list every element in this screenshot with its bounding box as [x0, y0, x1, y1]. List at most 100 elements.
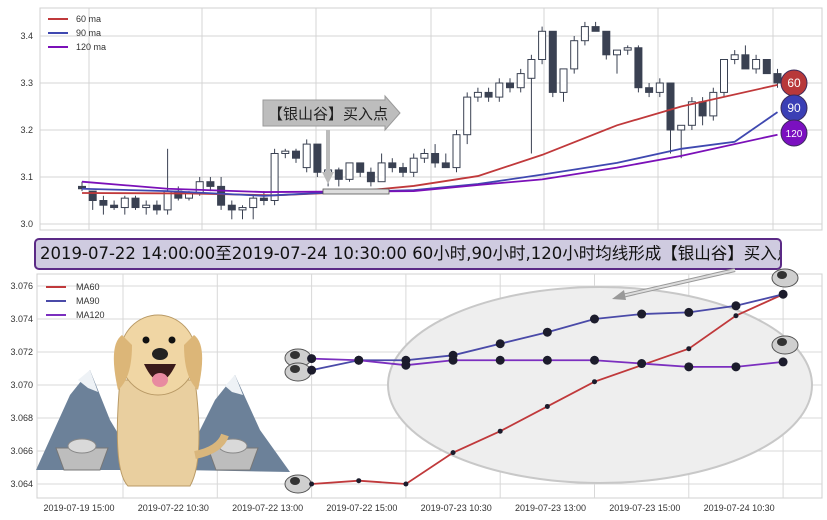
- candle: [613, 49, 621, 74]
- candle: [259, 191, 268, 206]
- candle-body-up: [613, 49, 621, 56]
- silver-ingot-top: [67, 438, 97, 454]
- data-point-MA60: [592, 379, 597, 385]
- candle: [388, 158, 397, 173]
- down-arrow-shaft: [326, 130, 330, 174]
- legend-label: MA90: [76, 296, 100, 306]
- candle: [441, 153, 450, 169]
- candle-body-up: [495, 82, 504, 98]
- data-point-MA120: [778, 357, 788, 367]
- candle-body-up: [377, 162, 386, 183]
- candle-body-down: [259, 197, 268, 201]
- ingot-shadow: [290, 351, 300, 359]
- data-point-MA120: [590, 355, 599, 365]
- candle-body-down: [227, 204, 236, 211]
- candle: [270, 148, 279, 206]
- data-point-MA120: [307, 354, 317, 364]
- candle: [99, 195, 108, 215]
- candle-body-down: [441, 162, 450, 169]
- candle-body-up: [623, 47, 632, 51]
- data-point-MA60: [309, 481, 315, 487]
- data-point-MA90: [401, 355, 411, 365]
- dog-mouth: [144, 364, 176, 381]
- candle: [655, 78, 664, 98]
- candle-body-down: [666, 82, 675, 131]
- dog-ear-left: [113, 335, 132, 390]
- x-tick-label: 2019-07-22 10:30: [138, 503, 209, 513]
- dog-tongue: [152, 373, 168, 387]
- candle: [120, 195, 129, 215]
- candle: [110, 200, 119, 210]
- candle: [516, 68, 525, 93]
- signal-range-box: [322, 188, 390, 195]
- dog-eye: [168, 336, 176, 344]
- candle-body-down: [152, 204, 161, 211]
- candle-body-down: [313, 143, 322, 173]
- data-point-MA90: [684, 307, 694, 317]
- y-tick-label: 3.2: [20, 125, 33, 135]
- badge-label: 60: [787, 76, 801, 90]
- candle-body-up: [120, 197, 129, 209]
- candle: [484, 87, 493, 102]
- candle-body-down: [356, 162, 365, 173]
- data-point-MA120: [684, 362, 694, 372]
- candle: [356, 162, 365, 177]
- candle-body-up: [473, 91, 482, 98]
- candle: [559, 68, 568, 102]
- candle-body-down: [99, 200, 108, 206]
- candle: [677, 124, 686, 159]
- candle-body-up: [720, 59, 728, 93]
- down-arrow-head: [322, 172, 334, 184]
- candle: [773, 68, 782, 88]
- legend-label: 60 ma: [76, 14, 101, 24]
- data-point-MA90: [542, 327, 552, 337]
- x-tick-label: 2019-07-22 15:00: [326, 503, 397, 513]
- dog-mountain-illustration: [36, 314, 290, 487]
- x-tick-label: 2019-07-22 13:00: [232, 503, 303, 513]
- silver-ingot-top: [218, 438, 248, 454]
- candle-body-down: [388, 162, 397, 169]
- pointer-arrow-shaft: [621, 268, 736, 298]
- candle: [602, 30, 611, 60]
- candle-body-up: [538, 30, 547, 60]
- data-point-MA120: [637, 359, 647, 369]
- candle-body-up: [281, 150, 290, 154]
- line-MA90: [311, 293, 784, 372]
- x-tick-label: 2019-07-23 15:00: [609, 503, 680, 513]
- candle-body-up: [516, 73, 525, 89]
- data-point-MA120: [542, 355, 552, 365]
- data-point-MA120: [354, 355, 364, 365]
- mountain-left: [36, 370, 140, 470]
- candle-body-down: [217, 185, 226, 206]
- candle-body-up: [345, 162, 354, 180]
- candle: [302, 139, 311, 173]
- signal-banner: 2019-07-22 14:00:00至2019-07-24 10:30:00 …: [34, 238, 782, 270]
- candle: [495, 78, 504, 102]
- candle: [452, 130, 461, 173]
- dog-eye: [142, 336, 150, 344]
- candle: [152, 200, 161, 215]
- ingot-body: [284, 474, 312, 494]
- data-point-MA60: [639, 362, 645, 368]
- badge-circle: [780, 119, 808, 147]
- candle-body-up: [238, 207, 247, 211]
- candle: [709, 87, 718, 121]
- data-point-MA90: [495, 339, 505, 349]
- candle: [142, 200, 151, 215]
- candle-body-up: [463, 96, 472, 136]
- silver-ingot-icon: [284, 474, 312, 494]
- candle: [88, 190, 97, 210]
- silver-ingot-icon: [207, 447, 259, 471]
- y-tick-label: 3.070: [10, 380, 33, 390]
- candle-body-up: [409, 157, 418, 173]
- ingot-shadow: [777, 338, 787, 346]
- data-point-MA60: [403, 481, 409, 487]
- data-point-MA60: [497, 428, 503, 434]
- candlestick-chart: 3.0 3.1 3.2 3.3 3.4 60 ma 90 ma 120 ma 【银山谷】买入点 6…: [20, 7, 823, 231]
- silver-ingot-icon: [284, 348, 312, 368]
- plot-area: [36, 273, 823, 499]
- data-point-MA90: [354, 355, 364, 365]
- annotation-arrow-box: [262, 94, 401, 132]
- badge-label: 120: [786, 129, 803, 140]
- ma-line-120-ma: [81, 133, 778, 193]
